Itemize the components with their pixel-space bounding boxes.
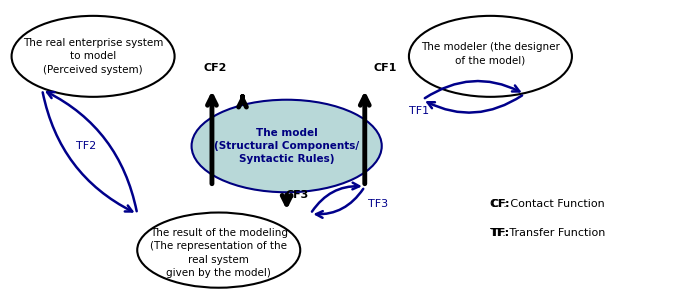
Ellipse shape [12,16,175,97]
Text: TF2: TF2 [76,141,96,151]
Text: CF3: CF3 [285,190,308,200]
Text: CF:: CF: [490,199,510,209]
Text: TF1: TF1 [409,106,429,116]
Ellipse shape [192,100,382,192]
Text: CF: Contact Function: CF: Contact Function [490,199,605,209]
Text: The model
(Structural Components/
Syntactic Rules): The model (Structural Components/ Syntac… [214,128,359,164]
Text: TF:: TF: [490,228,509,238]
Ellipse shape [137,213,300,288]
Ellipse shape [409,16,572,97]
Text: The modeler (the designer
of the model): The modeler (the designer of the model) [421,42,560,65]
Text: The result of the modeling
(The representation of the
real system
given by the m: The result of the modeling (The represen… [150,228,288,278]
Text: CF2: CF2 [204,63,227,73]
Text: The real enterprise system
to model
(Perceived system): The real enterprise system to model (Per… [23,38,163,74]
Text: CF1: CF1 [374,63,397,73]
Text: TF3: TF3 [368,199,389,209]
Text: TF: Transfer Function: TF: Transfer Function [490,228,606,238]
